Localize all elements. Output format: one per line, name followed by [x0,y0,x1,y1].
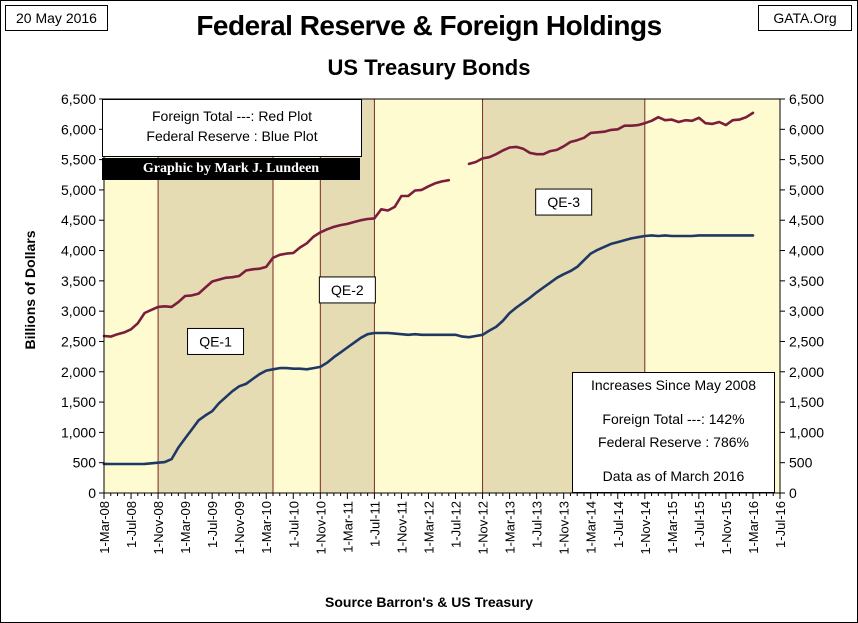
y-tick-label-left: 500 [73,455,97,471]
stats-title: Increases Since May 2008 [591,377,756,393]
x-tick-label: 1-Jul-16 [773,501,788,548]
date-stamp: 20 May 2016 [5,5,108,31]
y-tick-label-right: 4,000 [789,243,824,259]
y-tick-label-left: 1,000 [61,424,96,440]
qe-label-box [187,327,245,355]
x-tick-label: 1-Nov-11 [394,501,409,554]
x-tick-label: 1-Jul-15 [692,501,707,548]
qe-label-box [535,188,593,216]
y-tick-label-right: 1,000 [789,424,824,440]
series-line [102,178,451,338]
x-tick-label: 1-Jul-13 [530,501,545,548]
x-tick-label: 1-Mar-08 [97,501,112,554]
x-tick-label: 1-Jul-10 [286,501,301,548]
series-lines [102,111,755,466]
y-tick-label-right: 5,500 [789,152,824,168]
x-tick-label: 1-Nov-15 [719,501,734,554]
x-tick-label: 1-Mar-12 [421,501,436,554]
x-tick-label: 1-Nov-09 [232,501,247,554]
y-tick-label-right: 3,000 [789,303,824,319]
x-tick-label: 1-Nov-10 [313,501,328,554]
x-tick-label: 1-Jul-08 [124,501,139,548]
x-tick-label: 1-Mar-09 [178,501,193,554]
x-tick-label: 1-Nov-13 [557,501,572,554]
y-tick-label-left: 0 [88,485,96,501]
stats-fed: Federal Reserve : 786% [598,434,749,450]
site-stamp: GATA.Org [758,5,852,31]
y-tick-label-left: 3,500 [61,273,96,289]
y-tick-label-left: 6,000 [61,121,96,137]
x-axis-label: Source Barron's & US Treasury [325,594,533,610]
stats-box: Increases Since May 2008 Foreign Total -… [572,372,775,493]
y-tick-label-right: 2,000 [789,364,824,380]
x-tick-label: 1-Nov-12 [476,501,491,554]
x-tick-label: 1-Mar-16 [746,501,761,554]
y-tick-label-right: 4,500 [789,212,824,228]
qe-label: QE-3 [547,194,580,210]
y-tick-label-left: 6,500 [61,91,96,107]
y-tick-label-right: 2,500 [789,333,824,349]
y-tick-label-left: 4,000 [61,243,96,259]
y-tick-label-left: 5,000 [61,182,96,198]
y-axis-label: Billions of Dollars [22,230,38,350]
x-tick-label: 1-Mar-10 [259,501,274,554]
x-tick-label: 1-Jul-12 [449,501,464,548]
stats-foreign: Foreign Total ---: 142% [602,411,745,427]
series-line [467,111,755,166]
y-tick-label-right: 1,500 [789,394,824,410]
x-tick-label: 1-Mar-14 [584,501,599,554]
y-tick-label-right: 500 [789,455,813,471]
series-line [102,234,755,466]
chart-title: Federal Reserve & Foreign Holdings [196,10,662,41]
x-tick-label: 1-Mar-11 [340,501,355,553]
y-tick-label-left: 3,000 [61,303,96,319]
y-tick-label-left: 4,500 [61,212,96,228]
qe-label: QE-1 [199,333,232,349]
y-tick-label-left: 1,500 [61,394,96,410]
qe-label-box [318,276,376,304]
y-tick-label-left: 2,500 [61,333,96,349]
y-tick-label-right: 0 [789,485,797,501]
y-tick-label-left: 2,000 [61,364,96,380]
y-tick-label-right: 3,500 [789,273,824,289]
y-tick-label-left: 5,500 [61,152,96,168]
y-tick-label-right: 5,000 [789,182,824,198]
y-tick-label-right: 6,500 [789,91,824,107]
x-tick-label: 1-Jul-09 [205,501,220,548]
x-tick-label: 1-Nov-14 [638,501,653,554]
graphic-credit: Graphic by Mark J. Lundeen [102,158,360,180]
stats-asof: Data as of March 2016 [602,468,745,484]
chart-subtitle: US Treasury Bonds [327,55,531,80]
qe-label: QE-2 [331,282,364,298]
x-tick-label: 1-Jul-11 [367,501,382,547]
y-tick-label-right: 6,000 [789,121,824,137]
legend-foreign: Foreign Total ---: Red Plot [151,108,313,124]
x-tick-label: 1-Nov-08 [151,501,166,554]
legend-box: Foreign Total ---: Red Plot Federal Rese… [102,99,362,157]
legend-fed: Federal Reserve : Blue Plot [146,128,318,144]
x-tick-label: 1-Jul-14 [611,501,626,548]
x-tick-label: 1-Mar-13 [503,501,518,554]
axes: 0 0 500 500 1,000 1,000 1,500 1,500 2,000 2,000 2,… [61,91,824,554]
x-tick-label: 1-Mar-15 [665,501,680,554]
